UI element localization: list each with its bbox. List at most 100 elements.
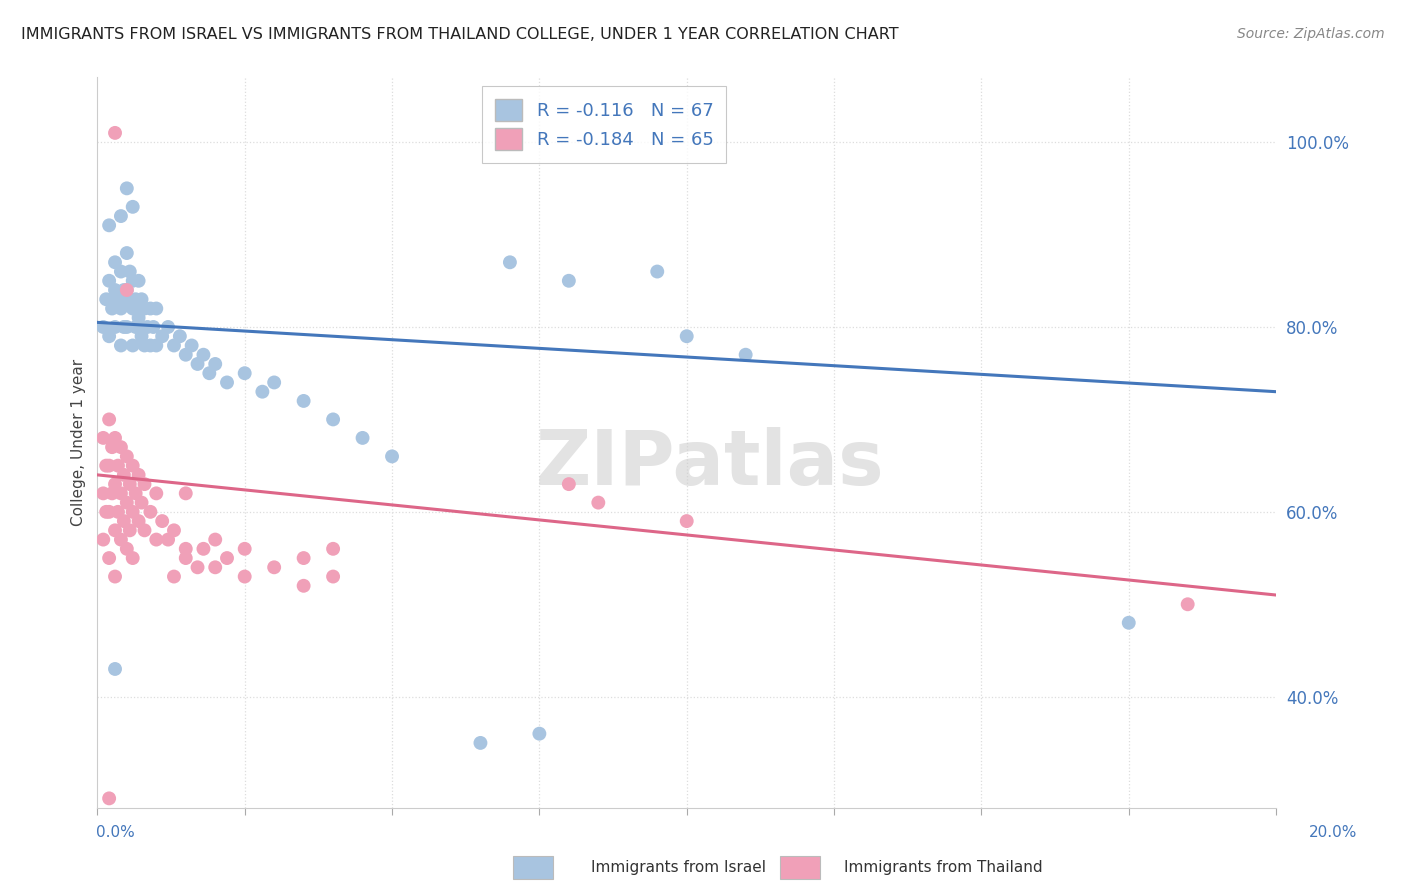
Point (233, 569, 256, 583)
Point (115, 495, 138, 509)
Point (145, 301, 167, 316)
Point (91, 533, 114, 547)
Point (1118, 615, 1140, 630)
Point (645, 264, 668, 278)
Point (163, 569, 186, 583)
Point (124, 292, 146, 306)
Point (292, 393, 315, 408)
Point (121, 301, 143, 316)
Point (128, 514, 150, 528)
Point (128, 467, 150, 482)
Point (322, 541, 344, 556)
Point (233, 366, 256, 380)
Point (110, 301, 132, 316)
Point (145, 338, 167, 352)
Point (142, 320, 165, 334)
Point (107, 458, 129, 473)
Point (91, 320, 114, 334)
Point (187, 560, 209, 574)
Point (131, 495, 153, 509)
Point (124, 320, 146, 334)
Text: 20.0%: 20.0% (1309, 825, 1357, 840)
Point (96, 505, 118, 519)
Point (107, 292, 129, 306)
Point (104, 283, 127, 297)
Point (110, 533, 132, 547)
Point (112, 514, 135, 528)
Point (174, 486, 197, 500)
Point (112, 467, 135, 482)
Point (96, 458, 118, 473)
Point (98, 458, 121, 473)
Point (292, 579, 315, 593)
Point (118, 524, 141, 538)
Point (134, 301, 156, 316)
Point (174, 348, 197, 362)
Point (101, 440, 124, 454)
Point (98, 791, 121, 805)
Point (204, 533, 226, 547)
Point (233, 541, 256, 556)
Point (675, 329, 697, 343)
Point (150, 514, 173, 528)
Point (193, 348, 215, 362)
Point (104, 569, 127, 583)
Point (198, 366, 221, 380)
Point (110, 264, 132, 278)
Point (104, 320, 127, 334)
Point (163, 524, 186, 538)
Point (292, 551, 315, 566)
Point (193, 541, 215, 556)
Point (150, 329, 173, 343)
Point (169, 329, 191, 343)
Point (157, 320, 180, 334)
Text: Immigrants from Israel: Immigrants from Israel (591, 860, 765, 874)
Point (98, 412, 121, 426)
Point (104, 524, 127, 538)
Point (91, 486, 114, 500)
Point (98, 505, 121, 519)
Point (215, 376, 238, 390)
Point (112, 320, 135, 334)
Point (121, 338, 143, 352)
Point (104, 477, 127, 491)
Point (499, 255, 522, 269)
Point (352, 431, 374, 445)
Point (115, 541, 138, 556)
Point (104, 255, 127, 269)
Point (98, 274, 121, 288)
Point (101, 486, 124, 500)
Point (204, 560, 226, 574)
Text: IMMIGRANTS FROM ISRAEL VS IMMIGRANTS FROM THAILAND COLLEGE, UNDER 1 YEAR CORRELA: IMMIGRANTS FROM ISRAEL VS IMMIGRANTS FRO… (21, 27, 898, 42)
Point (139, 505, 162, 519)
Point (134, 338, 156, 352)
Point (110, 209, 132, 223)
Point (107, 505, 129, 519)
Point (118, 477, 141, 491)
Point (322, 569, 344, 583)
Point (96, 292, 118, 306)
Point (558, 274, 581, 288)
Point (101, 301, 124, 316)
Point (529, 727, 551, 741)
Point (115, 320, 138, 334)
Point (124, 486, 146, 500)
Point (381, 450, 404, 464)
Point (734, 348, 756, 362)
Point (121, 200, 143, 214)
Point (98, 551, 121, 566)
Point (110, 338, 132, 352)
Point (134, 477, 156, 491)
Point (115, 450, 138, 464)
Point (470, 736, 492, 750)
Point (115, 283, 138, 297)
Point (252, 384, 274, 399)
Point (157, 533, 180, 547)
Point (263, 560, 285, 574)
Point (98, 219, 121, 233)
Legend: R = -0.116   N = 67, R = -0.184   N = 65: R = -0.116 N = 67, R = -0.184 N = 65 (482, 87, 725, 163)
Point (204, 357, 226, 371)
Point (145, 486, 167, 500)
Text: 0.0%: 0.0% (96, 825, 135, 840)
Point (322, 412, 344, 426)
